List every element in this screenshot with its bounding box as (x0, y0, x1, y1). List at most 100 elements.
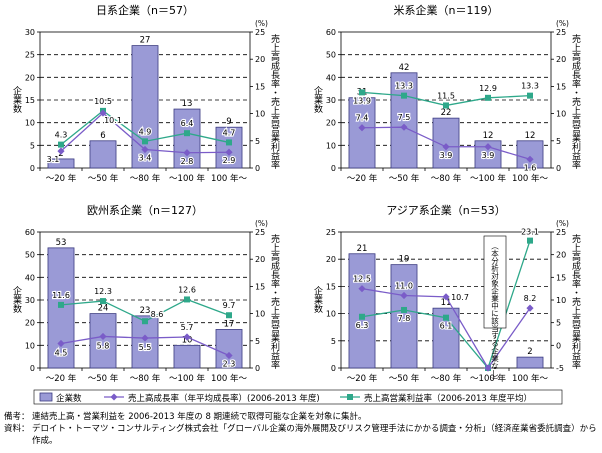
left-tick-label: 0 (30, 364, 35, 373)
right-tick-label: 5 (255, 137, 260, 146)
legend-growth-marker (110, 393, 118, 401)
right-tick-label: 25 (556, 228, 566, 237)
bar-value-label: 19 (399, 255, 410, 265)
op-margin-value-label: 6.1 (440, 322, 453, 331)
op-margin-value-label: 11.6 (52, 291, 70, 300)
right-axis-unit: (%) (556, 19, 569, 28)
x-tick-label: ～100 年 (470, 373, 506, 384)
legend-sales-growth: 売上高成長率（年平均成長率）(2006-2013 年度) (128, 393, 320, 404)
x-tick-label: ～20 年 (347, 373, 378, 384)
left-tick-label: 30 (25, 296, 35, 305)
op-margin-point (58, 301, 64, 308)
right-tick-label: 25 (255, 228, 265, 237)
sales-growth-value-label: 10.7 (451, 293, 469, 302)
right-tick-label: -5 (556, 364, 564, 373)
sales-growth-value-label: 12.5 (353, 275, 371, 284)
sales-growth-value-label: 8.2 (524, 294, 537, 303)
bar (89, 140, 117, 169)
sales-growth-value-label: 5.5 (139, 343, 152, 352)
footnote-source-text2: 作成。 (32, 436, 58, 446)
right-tick-label: 20 (556, 251, 566, 260)
right-tick-label: 5 (556, 137, 561, 146)
right-tick-label: 5 (556, 319, 561, 328)
op-margin-value-label: 6.4 (181, 119, 194, 128)
sales-growth-value-label: 3.9 (482, 151, 495, 160)
op-margin-point (359, 89, 365, 96)
op-margin-value-label: 13.3 (395, 82, 413, 91)
sales-growth-point (99, 109, 107, 117)
op-margin-value-label: 13.9 (353, 96, 371, 105)
left-tick-label: 20 (326, 255, 336, 264)
sales-growth-value-label: 1.6 (524, 163, 537, 172)
left-tick-label: 60 (326, 28, 336, 37)
left-tick-label: 0 (30, 164, 35, 173)
bar (215, 329, 243, 369)
op-margin-value-label: 13.3 (521, 82, 539, 91)
right-tick-label: 15 (556, 82, 566, 91)
op-margin-point (401, 92, 407, 99)
chart-title: 欧州系企業（n＝127） (87, 203, 203, 217)
right-tick-label: 25 (556, 28, 566, 37)
legend-margin-marker (347, 394, 353, 400)
bar-value-label: 27 (140, 36, 151, 46)
annotation-text: （本分析対象企業中に該当する企業なし） (490, 242, 499, 385)
sales-growth-value-label: 3.1 (47, 155, 60, 164)
x-tick-label: ～100 年 (169, 173, 205, 184)
bar-value-label: 2 (527, 347, 532, 357)
sales-growth-value-label: 5.8 (97, 341, 110, 350)
bar (516, 140, 544, 169)
sales-growth-point (442, 143, 450, 151)
op-margin-point (100, 298, 106, 305)
sales-growth-value-label: 2.3 (223, 359, 236, 368)
op-margin-point (527, 237, 533, 244)
left-tick-label: 50 (25, 251, 35, 260)
right-tick-label: 20 (255, 255, 265, 264)
x-tick-label: ～80 年 (130, 373, 161, 384)
x-tick-label: 100 年～ (211, 373, 247, 384)
bar (131, 315, 159, 369)
legend-companies: 企業数 (56, 393, 82, 404)
bar (348, 253, 376, 369)
bar-value-label: 23 (140, 306, 151, 316)
bar (390, 264, 418, 369)
op-margin-value-label: 8.6 (151, 310, 164, 319)
bar (348, 97, 376, 169)
footnote-note-key: 備考： (4, 412, 30, 422)
left-tick-label: 50 (326, 51, 336, 60)
left-tick-label: 30 (326, 96, 336, 105)
op-margin-point (359, 313, 365, 320)
footnote-note-text: 連結売上高・営業利益を 2006-2013 年度の 8 期連続で取得可能な企業を… (32, 412, 367, 422)
sales-growth-value-label: 2.8 (181, 157, 194, 166)
sales-growth-point (358, 124, 366, 132)
left-axis-label: 企業数 (312, 85, 323, 114)
right-axis-label: 売上高成長率・売上高営業利益率 (269, 233, 280, 370)
sales-growth-value-label: 10.1 (104, 116, 122, 125)
left-tick-label: 10 (326, 141, 336, 150)
left-axis-label: 企業数 (11, 85, 22, 114)
right-tick-label: 0 (255, 364, 260, 373)
right-tick-label: 15 (255, 82, 265, 91)
right-tick-label: 20 (255, 55, 265, 64)
left-tick-label: 40 (326, 73, 336, 82)
sales-growth-value-label: 3.4 (139, 154, 152, 163)
bar (390, 72, 418, 169)
left-tick-label: 25 (326, 228, 336, 237)
bar (173, 108, 201, 169)
bar (47, 158, 75, 169)
legend-frame (33, 389, 563, 405)
sales-growth-point (526, 155, 534, 163)
left-tick-label: 10 (25, 341, 35, 350)
op-margin-value-label: 4.9 (139, 127, 152, 136)
op-margin-point (226, 312, 232, 319)
sales-growth-point (99, 332, 107, 341)
chart-panel-3: 欧州系企業（n＝127） 0 10 20 30 40 50 60 0 5 10 15 20 25(%) 企業… (11, 203, 280, 384)
sales-growth-point (442, 293, 450, 301)
op-margin-value-label: 12.9 (479, 84, 497, 93)
op-margin-value-label: 9.7 (223, 301, 236, 310)
bar (215, 126, 243, 169)
sales-growth-point (183, 149, 191, 157)
bar-value-label: 12 (525, 131, 536, 141)
bar (173, 344, 201, 369)
